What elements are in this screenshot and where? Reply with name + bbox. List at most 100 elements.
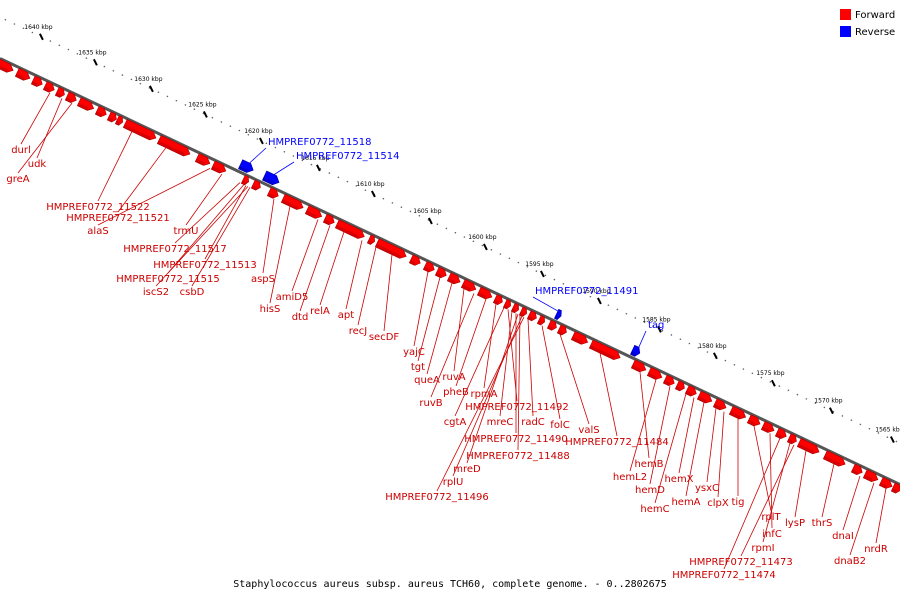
ruler-dot: [22, 27, 25, 30]
leader-line: [649, 386, 671, 485]
ruler-dot: [229, 125, 232, 128]
ruler-dot: [175, 99, 178, 102]
forward-gene-arrow: [366, 234, 375, 245]
ruler-dot: [670, 334, 673, 336]
ruler-dot: [301, 159, 304, 162]
ruler-dot: [220, 121, 223, 123]
reverse-gene-arrow: [554, 308, 562, 320]
forward-gene-arrow: [446, 272, 461, 285]
gene-label-thrs: thrS: [812, 518, 833, 529]
gene-label-hmpref0772-11513: HMPREF0772_11513: [153, 260, 256, 271]
forward-gene-arrow: [556, 324, 567, 336]
forward-gene-arrow: [570, 331, 589, 345]
gene-label-hmpref0772-11491: HMPREF0772_11491: [535, 286, 638, 297]
forward-gene-arrow: [42, 81, 55, 93]
ruler-dot: [67, 48, 70, 51]
leader-line: [559, 333, 590, 425]
forward-gene-arrow: [106, 111, 117, 123]
gene-label-hmpref0772-11484: HMPREF0772_11484: [565, 437, 668, 448]
ruler-tick-label: 1585 kbp: [642, 316, 670, 323]
ruler-dot: [454, 231, 457, 234]
leader-line: [875, 488, 887, 544]
leader-line: [507, 309, 518, 402]
genome-backbone: [0, 57, 900, 486]
leader-line: [842, 475, 861, 531]
ruler-dot: [76, 53, 79, 55]
ruler-dot: [472, 240, 475, 243]
ruler-tick: [657, 325, 662, 333]
gene-label-yajc: yajC: [403, 347, 425, 358]
gene-label-mred: mreD: [453, 464, 481, 475]
gene-label-hiss: hisS: [260, 304, 281, 315]
ruler-tick-label: 1605 kbp: [413, 208, 441, 215]
leader-line: [17, 102, 73, 174]
ruler-tick: [890, 436, 895, 444]
ruler-dot: [553, 278, 556, 281]
ruler-tick: [829, 407, 834, 415]
forward-gene-arrow: [822, 450, 846, 467]
forward-gene-arrow: [122, 118, 157, 141]
forward-gene-arrow: [460, 278, 477, 292]
ruler-dot: [184, 104, 187, 106]
ruler-dot: [391, 202, 394, 204]
ruler-dot: [418, 214, 421, 217]
forward-gene-arrow: [0, 56, 14, 73]
leader-line: [247, 147, 267, 165]
gene-label-dtd: dtd: [292, 312, 309, 323]
leader-line: [345, 240, 363, 310]
ruler-tick: [316, 164, 321, 172]
ruler-tick: [371, 190, 376, 198]
leader-line: [357, 246, 377, 326]
legend-reverse-label: Reverse: [855, 27, 895, 38]
ruler-dot: [634, 317, 637, 319]
forward-gene-arrow: [588, 339, 621, 360]
forward-gene-arrow: [14, 67, 31, 81]
leader-line: [762, 442, 791, 543]
gene-label-hmpref0772-11473: HMPREF0772_11473: [689, 557, 792, 568]
ruler-dot: [535, 270, 538, 272]
legend-reverse-swatch: [840, 26, 851, 37]
forward-gene-arrow: [210, 160, 227, 174]
forward-gene-arrow: [30, 75, 43, 87]
ruler-dot: [121, 74, 124, 76]
ruler-tick: [203, 110, 208, 118]
ruler-dot: [112, 70, 115, 72]
forward-gene-arrow: [630, 359, 647, 373]
gene-label-durl: durl: [11, 145, 31, 156]
ruler-tick-label: 1580 kbp: [698, 343, 726, 350]
forward-gene-arrow: [728, 405, 747, 420]
gene-label-hemb: hemB: [634, 459, 663, 470]
legend-forward-swatch: [840, 9, 851, 20]
gene-label-amid5: amiD5: [276, 292, 309, 303]
gene-label-heml2: hemL2: [613, 472, 647, 483]
gene-label-rplu: rplU: [443, 477, 464, 488]
leader-line: [517, 315, 521, 451]
leader-line: [97, 131, 133, 202]
leader-line: [532, 296, 561, 313]
leader-line: [821, 463, 835, 518]
gene-label-hema: hemA: [671, 497, 700, 508]
forward-gene-arrow: [434, 266, 447, 279]
ruler-dot: [481, 244, 484, 247]
ruler-dot: [868, 427, 871, 430]
leader-line: [271, 161, 295, 177]
gene-label-hemd: hemD: [635, 485, 665, 496]
ruler-dot: [877, 432, 880, 434]
ruler-dot: [886, 436, 889, 439]
leader-line: [527, 318, 534, 417]
forward-gene-arrow: [304, 205, 323, 219]
backbone-line: [0, 57, 900, 486]
leader-line: [454, 307, 505, 417]
forward-gene-arrow: [786, 433, 797, 445]
ruler-tick-label: 1570 kbp: [814, 398, 842, 405]
forward-gene-arrow: [850, 463, 863, 476]
leader-line: [20, 92, 51, 145]
ruler-dot: [283, 150, 286, 153]
ruler-dot: [526, 266, 529, 268]
ruler-dot: [778, 385, 781, 387]
gene-label-hmpref0772-11488: HMPREF0772_11488: [466, 451, 569, 462]
gene-label-hmpref0772-11514: HMPREF0772_11514: [296, 151, 399, 162]
leader-line: [685, 402, 705, 497]
